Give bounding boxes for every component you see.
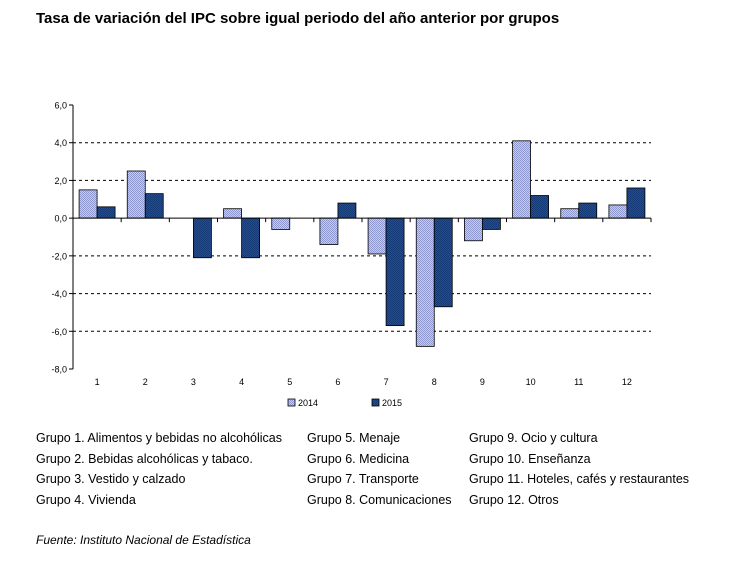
y-tick-label: 6,0	[54, 101, 67, 111]
bar-2014-1	[78, 189, 98, 219]
y-tick-label: 0,0	[54, 214, 67, 224]
bar-2015-12	[626, 187, 646, 219]
bar-2015-9	[482, 217, 501, 230]
bar-chart: 6,04,02,00,0-2,0-4,0-6,0-8,01 2 3 4 5 6 7 8 9 10 1…	[51, 101, 652, 408]
x-category-label: 1	[95, 377, 100, 387]
source-note: Fuente: Instituto Nacional de Estadístic…	[36, 533, 251, 547]
y-tick-label: -6,0	[51, 327, 67, 337]
group-item-9: Grupo 9. Ocio y cultura	[469, 431, 598, 445]
x-category-label: 8	[432, 377, 437, 387]
x-category-label: 5	[287, 377, 292, 387]
y-tick-label: 2,0	[54, 176, 67, 186]
bar-2015-1	[96, 206, 116, 219]
group-column-3: Grupo 9. Ocio y cultura Grupo 10. Enseña…	[469, 428, 689, 510]
bar-2014-4	[223, 208, 242, 219]
x-category-label: 9	[480, 377, 485, 387]
group-item-5: Grupo 5. Menaje	[307, 431, 401, 445]
x-category-label: 4	[239, 377, 244, 387]
group-item-7: Grupo 7. Transporte	[307, 472, 419, 486]
group-item-3: Grupo 3. Vestido y calzado	[36, 472, 186, 486]
bar-2014-12	[608, 204, 628, 219]
chart-title: Tasa de variación del IPC sobre igual pe…	[36, 10, 560, 27]
x-category-label: 12	[622, 377, 632, 387]
x-category-label: 7	[384, 377, 389, 387]
group-column-1: Grupo 1. Alimentos y bebidas no alcohóli…	[36, 428, 282, 510]
bar-2014-9	[464, 217, 483, 242]
y-tick-label: 4,0	[54, 138, 67, 148]
legend-label-2015: 2015	[382, 398, 402, 408]
y-tick-label: -8,0	[51, 365, 67, 375]
bar-2015-7	[385, 217, 405, 327]
bar-2014-5	[271, 217, 291, 230]
x-category-label: 3	[191, 377, 196, 387]
group-item-2: Grupo 2. Bebidas alcohólicas y tabaco.	[36, 451, 253, 466]
group-item-12: Grupo 12. Otros	[469, 492, 559, 507]
group-item-11: Grupo 11. Hoteles, cafés y restaurantes	[469, 472, 690, 486]
group-item-10: Grupo 10. Enseñanza	[469, 451, 591, 466]
bar-2015-2	[144, 193, 164, 219]
bar-2015-6	[337, 202, 357, 219]
legend-swatch-2015	[371, 398, 380, 407]
legend-label-2014: 2014	[298, 398, 318, 408]
group-item-6: Grupo 6. Medicina	[307, 451, 410, 466]
bar-2014-7	[367, 217, 387, 255]
group-legend: Grupo 1. Alimentos y bebidas no alcohóli…	[36, 428, 716, 518]
bar-2015-4	[241, 217, 260, 259]
bar-2014-8	[415, 217, 435, 347]
bar-2014-2	[126, 170, 146, 219]
y-tick-label: -4,0	[51, 289, 67, 299]
bar-2014-11	[560, 208, 580, 219]
bar-2014-10	[512, 140, 531, 219]
group-column-2: Grupo 5. Menaje Grupo 6. Medicina Grupo …	[307, 428, 452, 510]
bar-2015-3	[193, 217, 212, 259]
legend-swatch-2014	[287, 398, 296, 407]
x-category-label: 10	[526, 377, 536, 387]
bar-2015-8	[433, 217, 453, 308]
y-tick-label: -2,0	[51, 251, 67, 261]
bar-2015-10	[530, 195, 549, 219]
bar-2014-6	[319, 217, 339, 245]
x-category-label: 11	[574, 377, 583, 387]
group-item-8: Grupo 8. Comunicaciones	[307, 492, 452, 507]
group-item-1: Grupo 1. Alimentos y bebidas no alcohóli…	[36, 431, 282, 445]
x-category-label: 6	[335, 377, 340, 387]
group-item-4: Grupo 4. Vivienda	[36, 492, 136, 507]
bar-2015-11	[578, 202, 598, 219]
x-category-label: 2	[143, 377, 148, 387]
